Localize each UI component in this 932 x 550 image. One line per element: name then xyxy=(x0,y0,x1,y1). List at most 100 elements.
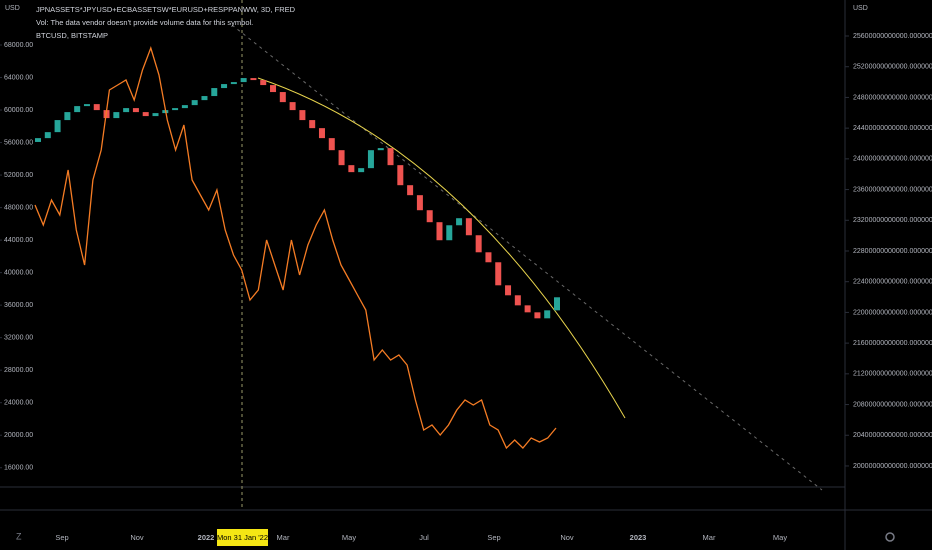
candle-body xyxy=(191,100,198,106)
y2-tick-label: 20000000000000.00000000 xyxy=(853,463,932,470)
candle-body xyxy=(407,185,414,196)
candle-body xyxy=(426,210,433,223)
y-tick-label: 36000.00 xyxy=(4,302,33,309)
candle-body xyxy=(416,195,423,211)
y-tick-label: 16000.00 xyxy=(4,465,33,472)
candle-body xyxy=(524,305,531,313)
candle-body xyxy=(35,138,41,142)
x-tick-label: 2022 xyxy=(198,533,215,542)
line xyxy=(34,45,557,450)
y-tick-label: 48000.00 xyxy=(4,204,33,211)
candle-body xyxy=(201,96,208,101)
y2-tick-label: 23200000000000.00000000 xyxy=(853,217,932,224)
curve-drawing xyxy=(257,77,626,419)
y2-tick-label: 25200000000000.00000000 xyxy=(853,64,932,71)
y2-tick-label: 25600000000000.00000000 xyxy=(853,33,932,40)
crosshair-label: Mon 31 Jan '22 xyxy=(217,533,268,542)
x-tick-label: May xyxy=(342,533,356,542)
candle-body xyxy=(544,310,551,319)
x-tick-label: Nov xyxy=(130,533,144,542)
candle-body xyxy=(250,78,257,81)
candle-body xyxy=(123,108,130,113)
candle-body xyxy=(64,112,71,121)
candle-body xyxy=(309,120,316,129)
candle-body xyxy=(74,106,81,113)
x-tick-label: Nov xyxy=(560,533,574,542)
y2-tick-label: 20400000000000.00000000 xyxy=(853,432,932,439)
y-tick-label: 24000.00 xyxy=(4,400,33,407)
candle-body xyxy=(240,78,247,83)
candle-body xyxy=(221,84,228,89)
candle-body xyxy=(230,82,237,85)
candle-body xyxy=(485,252,492,263)
y-tick-label: 44000.00 xyxy=(4,237,33,244)
candle-body xyxy=(318,128,325,139)
y-tick-label: 56000.00 xyxy=(4,139,33,146)
y-tick-label: 32000.00 xyxy=(4,335,33,342)
y-tick-label: 64000.00 xyxy=(4,74,33,81)
legend-line: BTCUSD, BITSTAMP xyxy=(36,31,108,40)
candle-body xyxy=(142,112,149,117)
x-tick-label: Sep xyxy=(55,533,68,542)
candle-body xyxy=(328,138,335,151)
legend-line: JPNASSETS*JPYUSD+ECBASSETSW*EURUSD+RESPP… xyxy=(36,5,296,14)
candle-body xyxy=(172,108,179,111)
candle-body xyxy=(211,88,218,97)
crosshair-box xyxy=(217,529,268,546)
candle-body xyxy=(397,165,404,186)
settings-icon[interactable] xyxy=(885,532,895,542)
candle-body xyxy=(338,150,345,166)
candle-body xyxy=(367,150,374,169)
candle-body xyxy=(534,312,541,319)
y2-tick-label: 24000000000000.00000000 xyxy=(853,156,932,163)
candle-body xyxy=(54,120,61,133)
y-tick-label: 60000.00 xyxy=(4,107,33,114)
y2-tick-label: 23600000000000.00000000 xyxy=(853,186,932,193)
candle-body xyxy=(505,285,512,296)
x-tick-label: 2023 xyxy=(630,533,647,542)
marks xyxy=(34,45,560,450)
candle-body xyxy=(270,85,277,93)
right-unit: USD xyxy=(853,5,868,12)
y-tick-label: 52000.00 xyxy=(4,172,33,179)
y-tick-label: 20000.00 xyxy=(4,432,33,439)
x-tick-label: Mar xyxy=(703,533,716,542)
y-tick-label: 40000.00 xyxy=(4,269,33,276)
candle-body xyxy=(436,222,443,241)
y-tick-label: 28000.00 xyxy=(4,367,33,374)
zoom-icon[interactable]: Z xyxy=(16,531,22,541)
candle-body xyxy=(279,92,286,103)
x-tick-label: Jul xyxy=(419,533,429,542)
y2-tick-label: 22800000000000.00000000 xyxy=(853,248,932,255)
candle-body xyxy=(495,262,502,286)
y-tick-label: 68000.00 xyxy=(4,42,33,49)
candle-body xyxy=(554,297,560,311)
candle-body xyxy=(475,235,482,253)
candle-body xyxy=(514,295,521,306)
candle-body xyxy=(465,218,472,236)
candle-body xyxy=(377,148,384,151)
candle-body xyxy=(456,218,463,226)
x-tick-label: Sep xyxy=(487,533,500,542)
y2-tick-label: 20800000000000.00000000 xyxy=(853,401,932,408)
candle-body xyxy=(446,225,453,241)
candle-body xyxy=(260,80,267,86)
y2-tick-label: 21600000000000.00000000 xyxy=(853,340,932,347)
y2-tick-label: 21200000000000.00000000 xyxy=(853,371,932,378)
y2-tick-label: 22400000000000.00000000 xyxy=(853,279,932,286)
candle-body xyxy=(44,132,51,139)
candle-body xyxy=(113,112,120,119)
candle-body xyxy=(299,110,306,121)
legend-line: Vol: The data vendor doesn't provide vol… xyxy=(36,18,253,27)
x-tick-label: Mar xyxy=(277,533,290,542)
y2-tick-label: 24800000000000.00000000 xyxy=(853,94,932,101)
y2-tick-label: 22000000000000.00000000 xyxy=(853,309,932,316)
candle-body xyxy=(83,104,90,107)
candle-body xyxy=(289,102,296,111)
candle-body xyxy=(348,165,355,173)
candle-body xyxy=(387,148,394,166)
candle-body xyxy=(152,113,159,117)
